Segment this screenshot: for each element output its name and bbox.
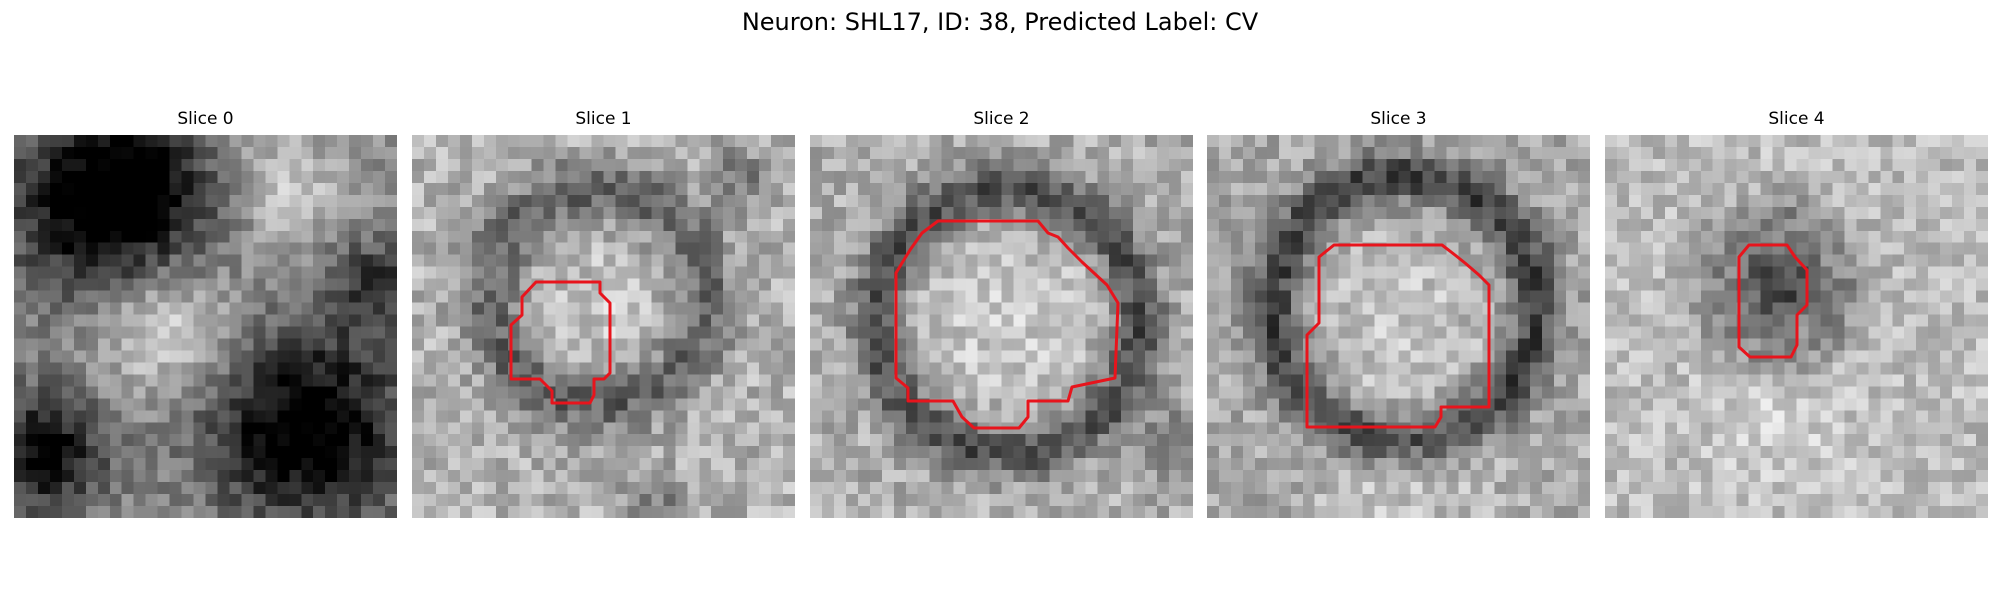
figure-title: Neuron: SHL17, ID: 38, Predicted Label: … xyxy=(741,8,1259,36)
grayscale-image xyxy=(14,135,397,518)
slice-image xyxy=(1605,135,1988,518)
slice-image xyxy=(810,135,1193,518)
slice-image xyxy=(1207,135,1590,518)
contour-overlay xyxy=(1305,243,1491,429)
slice-panel-3: Slice 3 xyxy=(1207,107,1590,518)
grayscale-image xyxy=(412,135,795,518)
contour-overlay xyxy=(509,280,612,405)
slice-image xyxy=(14,135,397,518)
slice-title: Slice 1 xyxy=(575,109,632,129)
slice-title: Slice 2 xyxy=(973,109,1030,129)
contour-overlay xyxy=(894,219,1120,430)
slice-title: Slice 4 xyxy=(1768,109,1825,129)
slice-title: Slice 3 xyxy=(1370,109,1427,129)
segmentation-contour xyxy=(1737,243,1809,359)
slice-panel-1: Slice 1 xyxy=(412,107,795,518)
contour-overlay xyxy=(1737,243,1809,359)
slice-panel-4: Slice 4 xyxy=(1605,107,1988,518)
segmentation-contour xyxy=(894,219,1120,430)
segmentation-contour xyxy=(1305,243,1491,429)
slice-title: Slice 0 xyxy=(177,109,234,129)
grayscale-image xyxy=(1207,135,1590,518)
slice-panel-0: Slice 0 xyxy=(14,107,397,518)
slice-panel-2: Slice 2 xyxy=(810,107,1193,518)
grayscale-image xyxy=(810,135,1193,518)
segmentation-contour xyxy=(509,280,612,405)
slice-image xyxy=(412,135,795,518)
